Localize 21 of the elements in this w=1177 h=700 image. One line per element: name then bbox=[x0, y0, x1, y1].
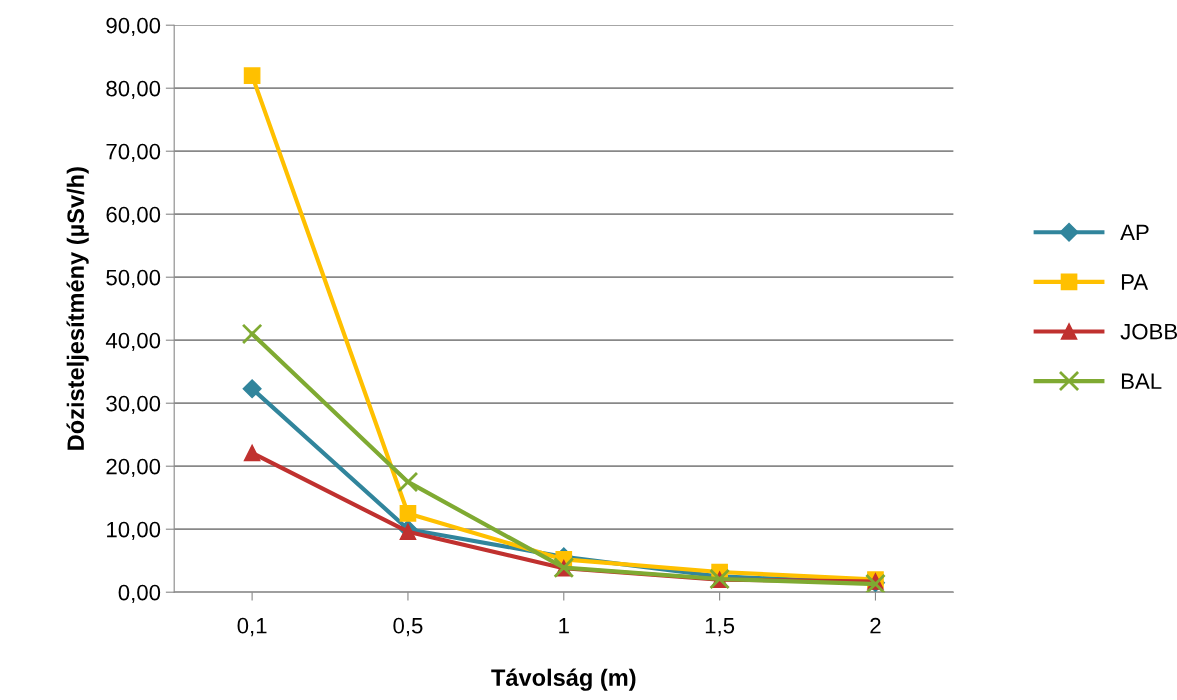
x-axis-title: Távolság (m) bbox=[491, 668, 636, 691]
x-tick-label: 2 bbox=[870, 617, 881, 634]
y-tick-label: 20,00 bbox=[106, 458, 161, 478]
y-tick-label: 50,00 bbox=[106, 269, 161, 289]
y-tick-label: 70,00 bbox=[106, 143, 161, 163]
x-tick-label: 1,5 bbox=[705, 618, 735, 637]
y-tick-label: 0,00 bbox=[118, 584, 161, 604]
x-tick-label: 1 bbox=[559, 618, 569, 634]
y-tick-label: 80,00 bbox=[106, 80, 161, 100]
y-axis-title: Dózisteljesítmény (µSv/h) bbox=[66, 167, 89, 450]
y-tick-label: 60,00 bbox=[106, 206, 161, 226]
y-tick-label: 30,00 bbox=[106, 395, 161, 415]
legend-label: AP bbox=[1120, 224, 1149, 241]
y-tick-label: 10,00 bbox=[107, 521, 161, 541]
legend-label: BAL bbox=[1121, 373, 1162, 389]
x-tick-label: 0,1 bbox=[237, 617, 267, 637]
legend-label: JOBB bbox=[1120, 323, 1177, 340]
y-tick-label: 40,00 bbox=[105, 332, 161, 352]
x-tick-label: 0,5 bbox=[393, 617, 423, 637]
y-tick-label: 90,00 bbox=[106, 17, 161, 37]
legend-label: PA bbox=[1121, 274, 1149, 290]
